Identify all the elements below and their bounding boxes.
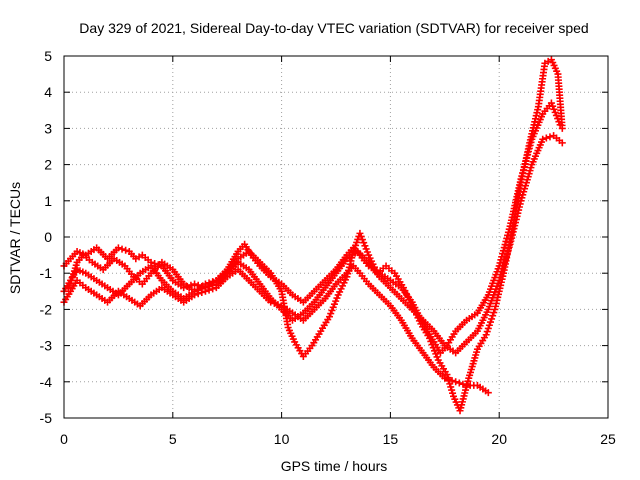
plot-area <box>60 56 566 415</box>
data-marker <box>349 251 357 259</box>
data-marker <box>486 318 494 326</box>
y-axis-label: SDTVAR / TECUs <box>7 182 23 294</box>
y-tick-label: 3 <box>44 120 52 136</box>
data-marker <box>209 285 217 293</box>
data-marker <box>347 257 355 265</box>
data-marker <box>270 299 278 307</box>
data-marker <box>209 278 217 286</box>
data-marker <box>485 321 493 329</box>
data-marker <box>546 133 554 141</box>
chart-title: Day 329 of 2021, Sidereal Day-to-day VTE… <box>79 20 588 36</box>
data-marker <box>542 134 550 142</box>
x-tick-label: 25 <box>600 431 616 447</box>
y-tick-label: 2 <box>44 157 52 173</box>
y-tick-label: 4 <box>44 84 52 100</box>
data-marker <box>274 301 282 309</box>
x-tick-label: 15 <box>383 431 399 447</box>
data-point <box>201 280 209 288</box>
data-point <box>64 284 72 292</box>
data-marker <box>489 312 497 320</box>
axis-ticks: 0 5 10 15 20 25 -5 -4 -3 -2 -1 0 1 2 3 4 5 <box>40 48 616 447</box>
x-tick-label: 10 <box>274 431 290 447</box>
y-tick-label: 5 <box>44 48 52 64</box>
data-marker <box>345 263 353 271</box>
y-tick-label: 0 <box>44 229 52 245</box>
data-marker <box>483 328 491 336</box>
data-point <box>558 124 566 132</box>
data-marker <box>118 245 126 253</box>
data-point <box>114 244 122 252</box>
data-marker <box>194 290 202 298</box>
data-marker <box>66 280 74 288</box>
data-point <box>267 298 275 306</box>
data-marker <box>455 379 463 387</box>
x-tick-label: 5 <box>169 431 177 447</box>
series-3 <box>60 262 492 397</box>
data-point <box>343 273 351 281</box>
y-tick-label: -3 <box>40 338 53 354</box>
data-marker <box>205 279 213 287</box>
y-tick-label: -1 <box>40 265 53 281</box>
data-marker <box>346 260 354 268</box>
data-point <box>484 389 492 397</box>
data-marker <box>67 276 75 284</box>
data-marker <box>344 270 352 278</box>
data-marker <box>490 309 498 317</box>
data-marker <box>345 266 353 274</box>
data-point <box>452 378 460 386</box>
data-marker <box>348 254 356 262</box>
data-marker <box>122 246 130 254</box>
data-point <box>539 135 547 143</box>
data-marker <box>488 315 496 323</box>
data-point <box>201 287 209 295</box>
x-tick-label: 20 <box>491 431 507 447</box>
data-point <box>482 331 490 339</box>
grid <box>64 56 608 418</box>
x-tick-label: 0 <box>60 431 68 447</box>
data-marker <box>198 289 206 297</box>
series-4 <box>64 56 566 415</box>
data-point <box>191 280 199 288</box>
y-tick-label: -5 <box>40 410 53 426</box>
data-point <box>558 139 566 147</box>
data-marker <box>484 324 492 332</box>
y-tick-label: -2 <box>40 301 53 317</box>
data-marker <box>205 286 213 294</box>
y-tick-label: -4 <box>40 374 53 390</box>
x-axis-label: GPS time / hours <box>281 458 388 474</box>
y-tick-label: 1 <box>44 193 52 209</box>
series-1 <box>60 99 564 357</box>
